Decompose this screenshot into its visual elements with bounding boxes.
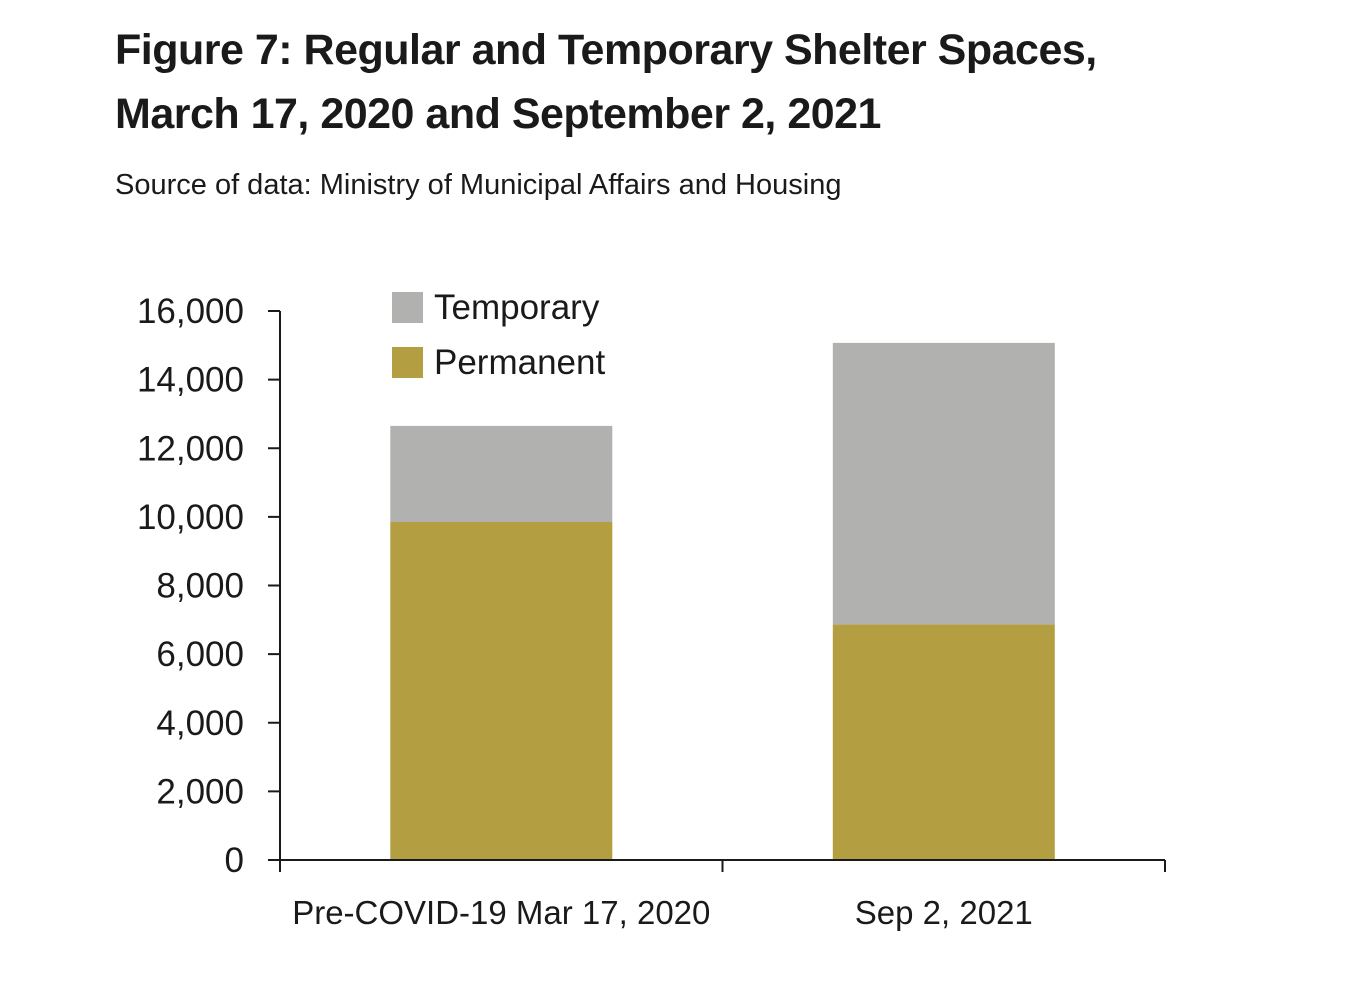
y-tick-label-2: 4,000 <box>156 704 244 743</box>
figure-source: Source of data: Ministry of Municipal Af… <box>115 169 842 201</box>
y-tick-label-5: 10,000 <box>137 498 244 537</box>
legend-label-temporary: Temporary <box>434 288 600 327</box>
bar-temporary-1 <box>390 425 613 522</box>
y-tick-label-7: 14,000 <box>137 361 244 400</box>
bar-permanent-1 <box>390 522 613 860</box>
x-tick-label-1: Pre-COVID-19 Mar 17, 2020 <box>292 894 710 931</box>
figure-title-line-1: Figure 7: Regular and Temporary Shelter … <box>115 26 1097 74</box>
y-tick-label-6: 12,000 <box>137 429 244 468</box>
legend-swatch-permanent <box>392 347 423 378</box>
y-tick-label-0: 0 <box>225 841 244 880</box>
legend-swatch-temporary <box>392 292 423 323</box>
y-tick-label-1: 2,000 <box>156 772 244 811</box>
figure-title: Figure 7: Regular and Temporary Shelter … <box>115 18 1215 146</box>
x-tick-label-2: Sep 2, 2021 <box>855 894 1033 931</box>
bar-temporary-2 <box>832 342 1055 625</box>
y-tick-label-8: 16,000 <box>137 292 244 331</box>
y-tick-label-3: 6,000 <box>156 635 244 674</box>
figure-title-line-2: March 17, 2020 and September 2, 2021 <box>115 90 881 138</box>
legend-label-permanent: Permanent <box>434 343 605 382</box>
bar-permanent-2 <box>832 624 1055 860</box>
y-tick-label-4: 8,000 <box>156 567 244 606</box>
